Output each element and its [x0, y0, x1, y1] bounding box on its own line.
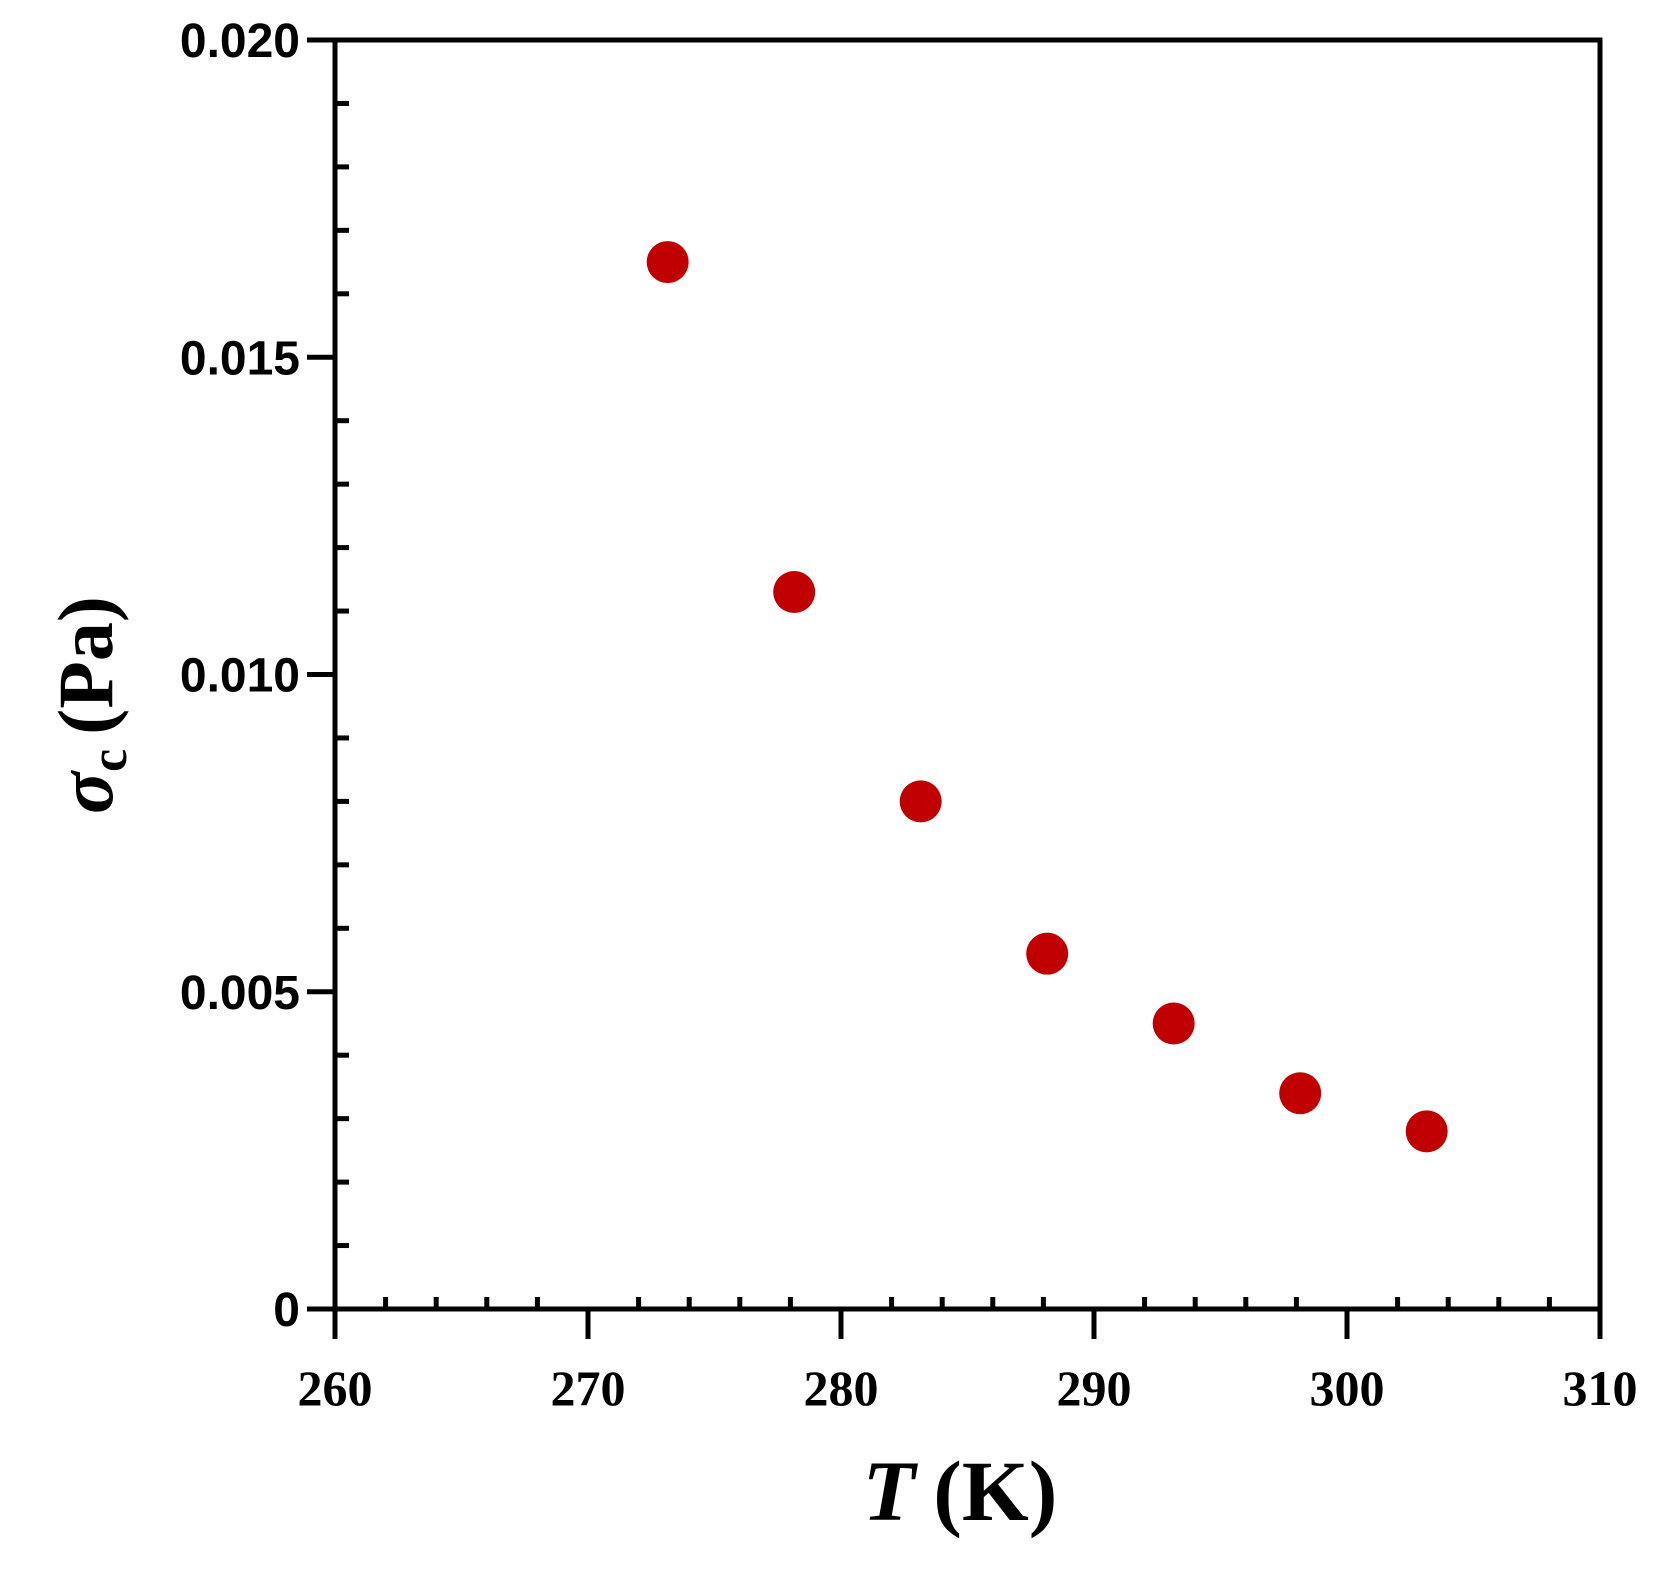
y-axis-title: σc (Pa) [42, 596, 138, 814]
x-axis-unit: (K) [933, 1443, 1057, 1539]
data-point [1279, 1072, 1322, 1115]
x-tick-label: 280 [804, 1360, 879, 1416]
y-tick-label: 0.020 [180, 15, 300, 68]
x-axis-title: T (K) [863, 1443, 1058, 1539]
major-ticks [307, 37, 1603, 1339]
x-tick-label: 310 [1563, 1360, 1638, 1416]
data-point [646, 241, 689, 284]
x-tick-label: 270 [551, 1360, 626, 1416]
y-axis-tick-labels: 0 0.005 0.010 0.015 0.020 [180, 15, 300, 1337]
x-tick-label: 300 [1310, 1360, 1385, 1416]
y-axis-subscript: c [81, 749, 138, 772]
y-tick-label: 0.010 [180, 650, 300, 703]
minor-ticks [335, 100, 1552, 1309]
data-point [899, 780, 942, 823]
data-point [1026, 932, 1069, 975]
x-tick-label: 260 [298, 1360, 373, 1416]
y-tick-label: 0.015 [180, 332, 300, 385]
data-point [773, 571, 816, 614]
y-tick-label: 0 [273, 1284, 300, 1337]
x-axis-symbol: T [863, 1443, 919, 1539]
data-point [1405, 1110, 1448, 1153]
x-tick-label: 290 [1057, 1360, 1132, 1416]
y-axis-unit: (Pa) [42, 596, 129, 735]
x-axis-tick-labels: 260 270 280 290 300 310 [298, 1360, 1638, 1416]
y-tick-label: 0.005 [180, 967, 300, 1020]
y-axis-symbol: σ [42, 770, 129, 814]
data-points [646, 241, 1448, 1153]
plot-area-frame [332, 37, 1603, 1312]
data-point [1152, 1002, 1195, 1045]
